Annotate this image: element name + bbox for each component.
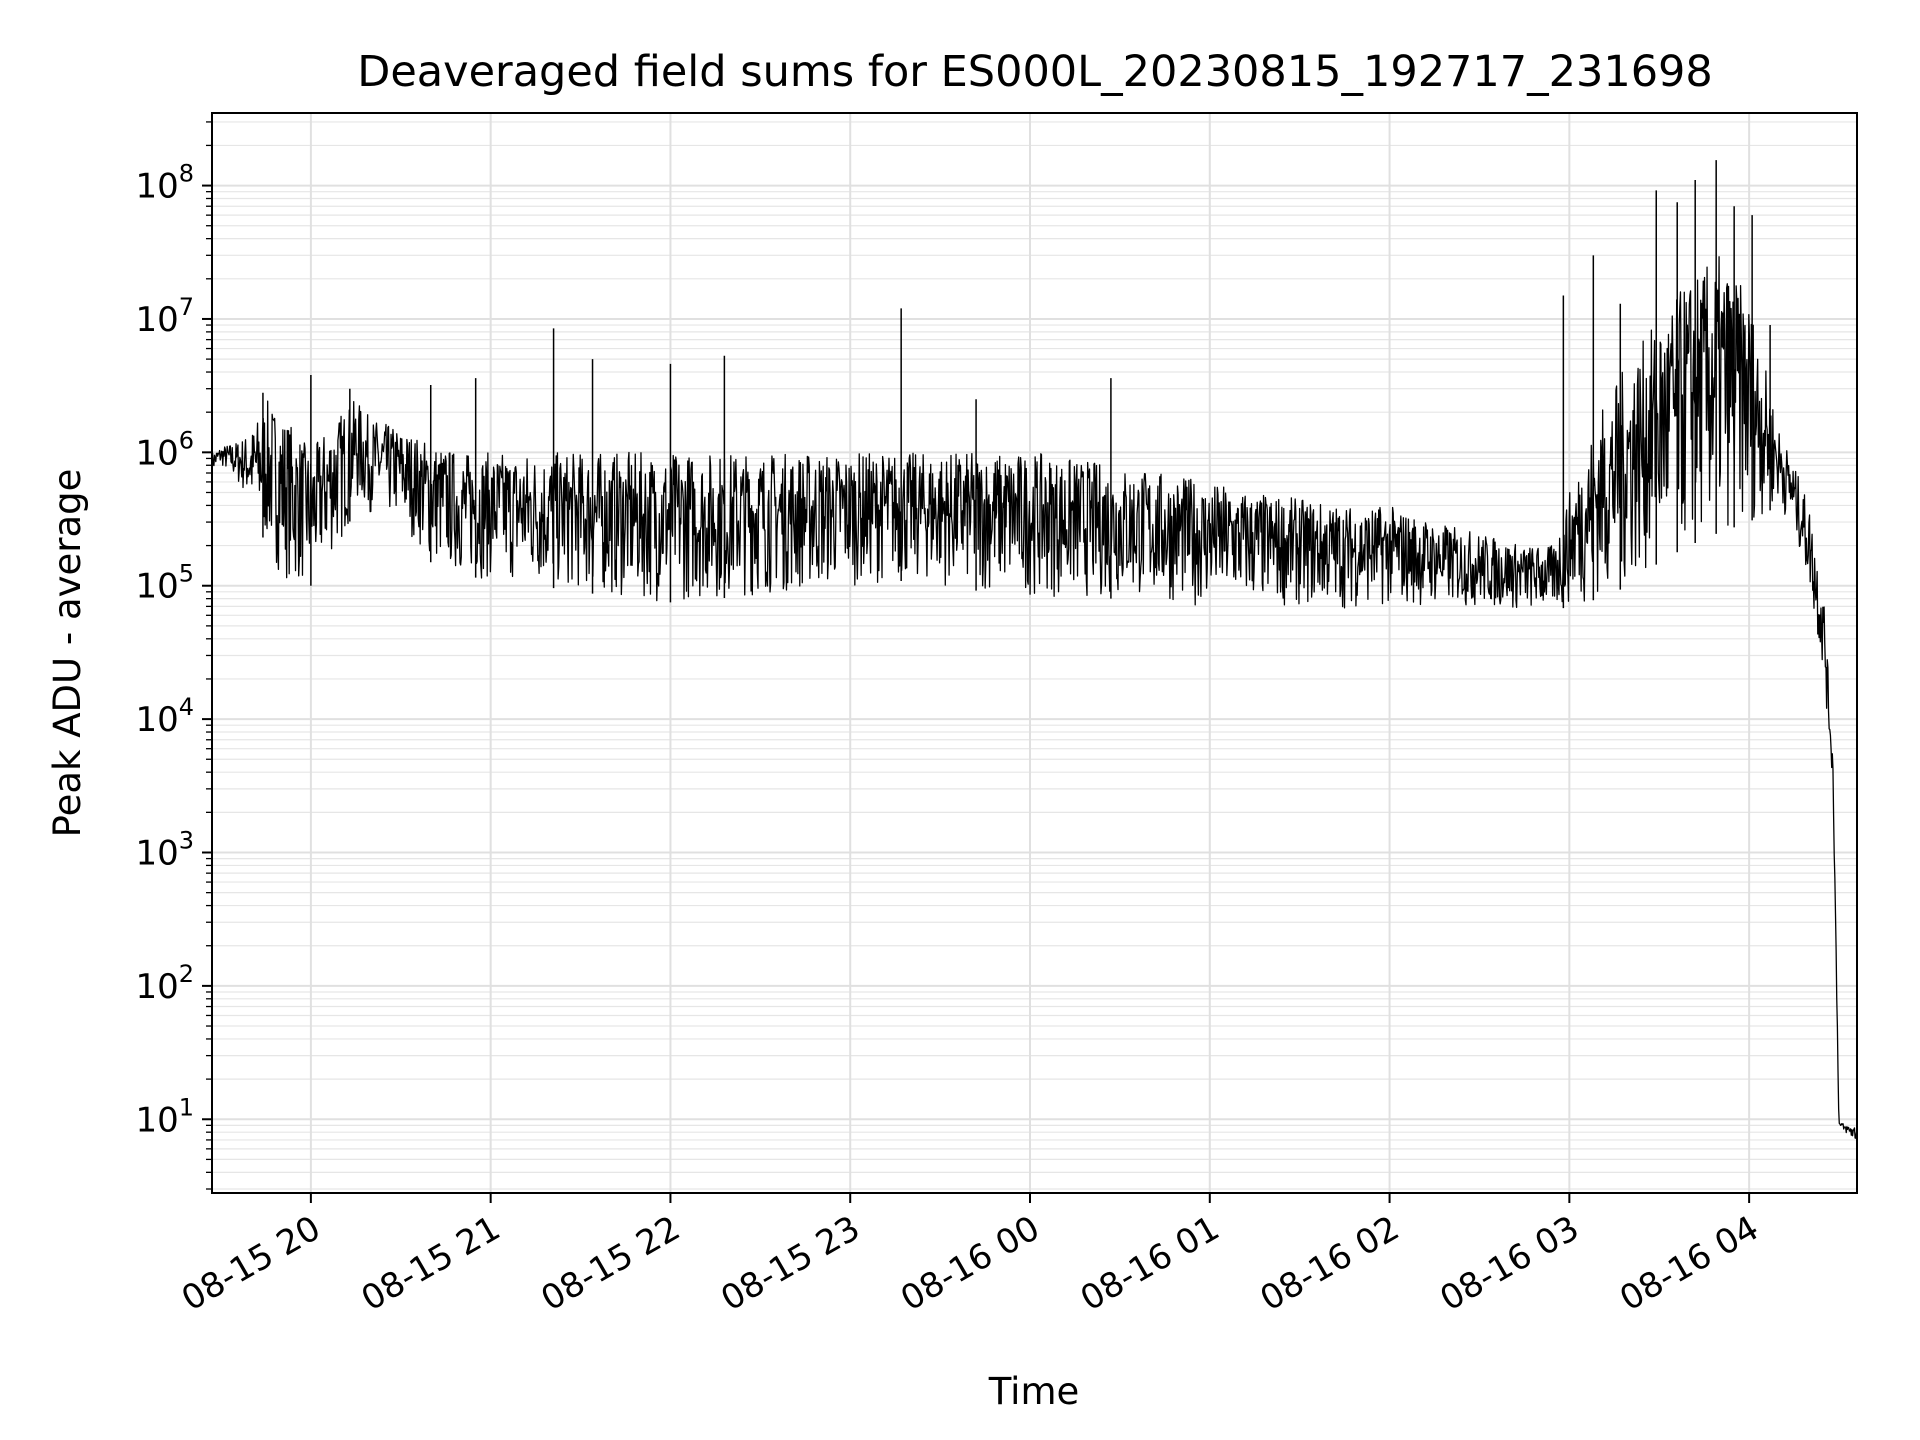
y-axis-label: Peak ADU - average xyxy=(46,469,89,838)
x-tick-label: 08-15 21 xyxy=(355,1208,507,1319)
x-axis-label: Time xyxy=(988,1370,1080,1413)
y-tick-label: 102 xyxy=(135,960,194,1007)
x-tick-label: 08-15 22 xyxy=(535,1208,687,1319)
y-axis-ticks: 101 102 103 104 105 106 107 108 xyxy=(135,121,212,1190)
y-tick-label: 108 xyxy=(135,160,194,207)
chart-title: Deaveraged field sums for ES000L_2023081… xyxy=(357,47,1713,97)
x-tick-label: 08-16 01 xyxy=(1074,1208,1226,1319)
y-tick-label: 105 xyxy=(135,560,194,607)
major-gridlines xyxy=(212,113,1857,1193)
series-line xyxy=(211,160,1858,1139)
x-tick-label: 08-16 03 xyxy=(1433,1208,1585,1319)
y-tick-label: 106 xyxy=(135,426,194,473)
y-tick-label: 107 xyxy=(135,293,194,340)
y-tick-label: 104 xyxy=(135,693,194,740)
x-tick-label: 08-16 04 xyxy=(1613,1208,1765,1319)
x-tick-label: 08-15 23 xyxy=(714,1208,866,1319)
x-axis-ticks: 08-15 20 08-15 21 08-15 22 08-15 23 08-16 00… xyxy=(175,1193,1766,1319)
minor-gridlines xyxy=(212,121,1857,1190)
x-tick-label: 08-16 00 xyxy=(894,1208,1046,1319)
y-tick-label: 101 xyxy=(135,1093,194,1140)
y-tick-label: 103 xyxy=(135,826,194,873)
x-tick-label: 08-16 02 xyxy=(1254,1208,1406,1319)
series-trace xyxy=(211,256,1858,1139)
plot-frame xyxy=(211,112,1858,1194)
x-tick-label: 08-15 20 xyxy=(175,1208,327,1319)
